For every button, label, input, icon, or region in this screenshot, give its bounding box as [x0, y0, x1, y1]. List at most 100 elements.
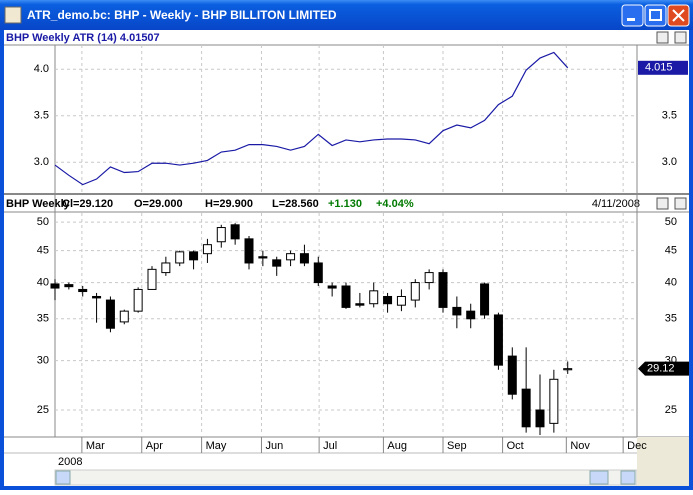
stat: +4.04%	[376, 198, 414, 210]
candle-body	[396, 295, 406, 306]
candle-body	[383, 295, 393, 305]
candle-body	[438, 272, 448, 308]
candle-body	[64, 284, 74, 288]
x-tick-label: Oct	[507, 440, 524, 452]
y-tick-label: 25	[665, 404, 677, 416]
y-tick-label: 40	[665, 276, 677, 288]
restore-button[interactable]	[656, 31, 669, 44]
candle-body	[202, 244, 212, 255]
candle-body	[313, 262, 323, 284]
last-value-box	[638, 361, 689, 376]
candle-body	[92, 295, 102, 299]
scroll-right[interactable]	[620, 470, 636, 485]
candle-body	[299, 253, 309, 264]
scroll-track[interactable]	[54, 469, 638, 486]
y-tick-label: 45	[37, 245, 49, 257]
candle-body	[161, 262, 171, 274]
x-tick-label: Dec	[627, 440, 647, 452]
candle-body	[369, 290, 379, 305]
y-tick-label: 40	[37, 276, 49, 288]
candle-body	[105, 299, 115, 329]
scroll-thumb[interactable]	[589, 470, 609, 485]
candle-body	[549, 378, 559, 424]
y-tick-label: 25	[37, 404, 49, 416]
last-value-label: 29.12	[647, 363, 675, 375]
candle-body	[563, 368, 573, 371]
candle-body	[452, 306, 462, 316]
date-label: 4/11/2008	[592, 198, 640, 210]
last-value-label: 4.015	[645, 62, 673, 74]
y-tick-label: 3.5	[34, 110, 49, 122]
scrollbar	[54, 437, 689, 486]
restore-button[interactable]	[656, 197, 669, 210]
atr-line	[54, 51, 569, 186]
close-panel-button[interactable]	[674, 197, 687, 210]
candle-body	[147, 268, 157, 290]
year-label: 2008	[58, 456, 82, 468]
x-tick-label: Jun	[265, 440, 283, 452]
stat: H=29.900	[205, 198, 253, 210]
x-tick-label: Jul	[323, 440, 337, 452]
window-title: ATR_demo.bc: BHP - Weekly - BHP BILLITON…	[27, 8, 337, 22]
candle-body	[258, 256, 268, 259]
app-icon	[4, 6, 22, 24]
last-value-box	[638, 60, 688, 75]
corner	[637, 437, 689, 486]
y-tick-label: 45	[665, 245, 677, 257]
panel-title: BHP Weekly	[6, 198, 71, 210]
candle-body	[521, 388, 531, 428]
candle-body	[507, 355, 517, 395]
candle-body	[355, 303, 365, 306]
close-panel-button[interactable]	[674, 31, 687, 44]
candle-body	[189, 251, 199, 261]
minimize-icon	[627, 18, 635, 21]
candle-body	[480, 283, 490, 316]
stat: O=29.000	[134, 198, 183, 210]
y-tick-label: 35	[665, 313, 677, 325]
candle-body	[410, 282, 420, 301]
candle-body	[327, 285, 337, 289]
y-tick-label: 4.0	[34, 63, 49, 75]
stat: L=28.560	[272, 198, 319, 210]
close-icon	[672, 9, 685, 22]
panel-title: BHP Weekly ATR (14) 4.01507	[6, 32, 160, 44]
candle-body	[466, 310, 476, 320]
y-tick-label: 3.0	[34, 156, 49, 168]
candle-body	[244, 238, 254, 264]
panel-header	[4, 30, 689, 45]
x-tick-label: May	[206, 440, 227, 452]
candle-body	[133, 288, 143, 312]
candle-body	[175, 251, 185, 264]
candle-body	[119, 310, 129, 323]
stat: +1.130	[328, 198, 362, 210]
maximize-button[interactable]	[644, 4, 667, 27]
candle-body	[272, 259, 282, 267]
x-tick-label: Aug	[387, 440, 407, 452]
candle-body	[216, 227, 226, 243]
candle-body	[78, 288, 88, 293]
candle-body	[230, 224, 240, 240]
y-tick-label: 35	[37, 313, 49, 325]
candle-body	[50, 283, 60, 289]
y-tick-label: 50	[37, 216, 49, 228]
title-bar	[0, 0, 693, 30]
window-buttons	[621, 4, 690, 27]
x-tick-label: Nov	[570, 440, 590, 452]
y-tick-label: 50	[665, 216, 677, 228]
x-tick-label: Apr	[146, 440, 163, 452]
minimize-button[interactable]	[621, 4, 644, 27]
candle-body	[424, 272, 434, 284]
y-tick-label: 30	[37, 354, 49, 366]
panel-header: BHP Weekly Cl=29.120 O=29.000 H=29.900 L…	[6, 198, 414, 210]
maximize-icon	[649, 9, 662, 21]
scroll-left[interactable]	[55, 470, 71, 485]
candle-body	[286, 253, 296, 261]
y-tick-label: 3.5	[662, 110, 677, 122]
x-tick-label: Mar	[86, 440, 105, 452]
y-tick-label: 3.0	[662, 156, 677, 168]
candle-body	[535, 409, 545, 428]
x-tick-label: Sep	[447, 440, 467, 452]
client-area	[4, 30, 689, 486]
candle-body	[341, 285, 351, 308]
